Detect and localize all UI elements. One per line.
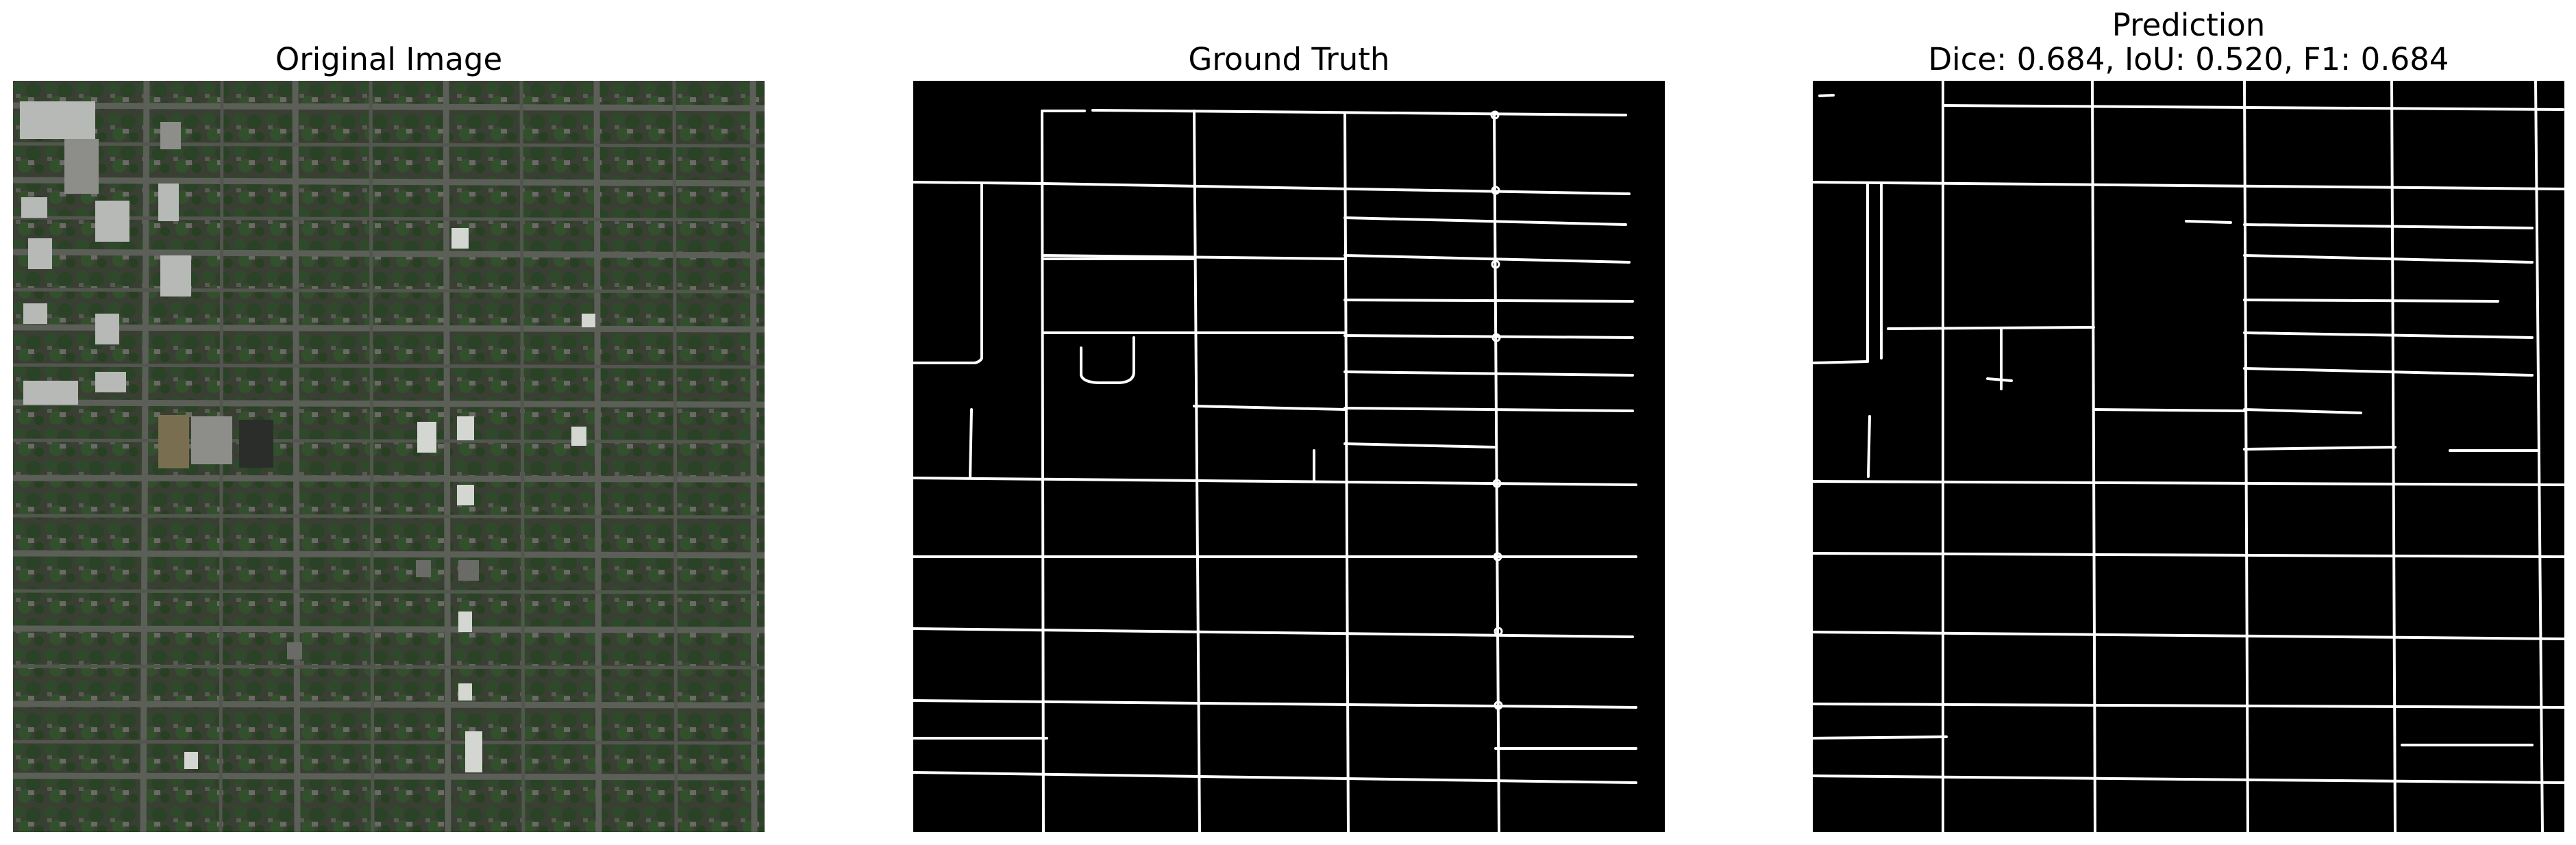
prediction-title: Prediction [2111,7,2266,43]
prediction-metrics: Dice: 0.684, IoU: 0.520, F1: 0.684 [1928,41,2449,77]
panel-title-prediction: Prediction Dice: 0.684, IoU: 0.520, F1: 0… [1813,8,2564,77]
panel-title-original: Original Image [275,41,503,77]
prediction-mask [1813,81,2564,832]
panel-title-ground-truth: Ground Truth [1188,41,1390,77]
ground-truth-mask [913,81,1665,832]
aerial-image [13,81,765,832]
